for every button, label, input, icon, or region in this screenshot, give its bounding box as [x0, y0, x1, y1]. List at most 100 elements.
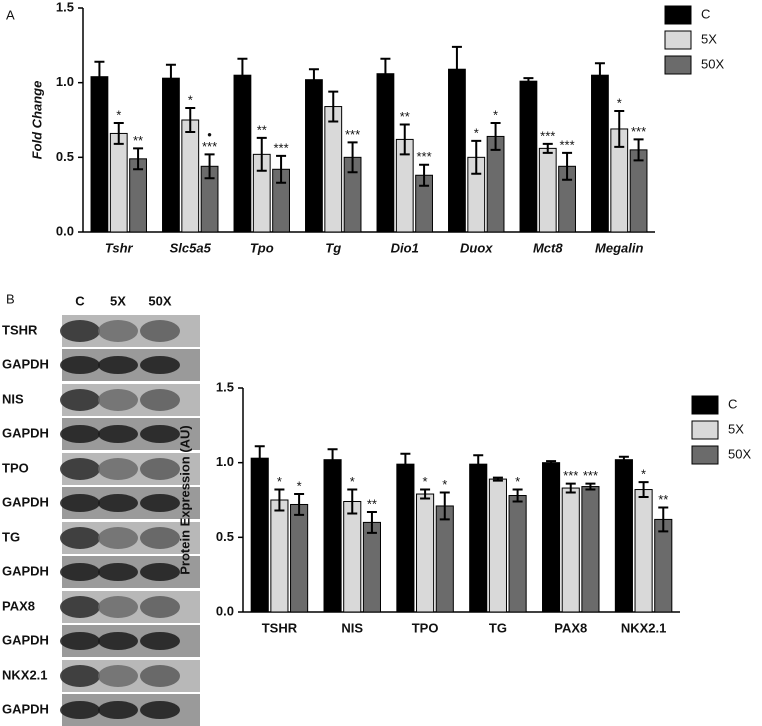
blot-band [98, 320, 138, 342]
blot-band [60, 632, 100, 650]
significance: *** [273, 140, 288, 155]
significance: *** [202, 139, 217, 154]
error-bar [113, 121, 124, 145]
blot-band [98, 494, 138, 512]
bar [488, 478, 507, 613]
blot-row-label: NIS [2, 391, 24, 406]
lane-label: 50X [148, 293, 171, 308]
panel-label: A [6, 7, 15, 22]
y-tick-label: 1.0 [56, 74, 74, 89]
blot-band [140, 563, 180, 581]
blot-row-label: TSHR [2, 322, 38, 337]
x-tick-label: Tpo [250, 240, 274, 255]
blot-band [140, 458, 180, 480]
error-bar [594, 62, 605, 89]
significance: ** [400, 109, 410, 124]
blot-row-label: GAPDH [2, 425, 49, 440]
x-tick-label: NIS [341, 620, 363, 635]
significance: *** [416, 149, 431, 164]
legend-swatch [664, 30, 692, 50]
blot-row-label: NKX2.1 [2, 667, 48, 682]
blot-band [60, 665, 100, 687]
x-tick-label: Dio1 [391, 240, 419, 255]
blot-band [60, 425, 100, 443]
y-tick-label: 0.5 [216, 529, 234, 544]
blot-band [60, 527, 100, 549]
blot-band [140, 494, 180, 512]
legend-swatch [691, 420, 719, 440]
blot-band [140, 596, 180, 618]
significance: * [641, 467, 646, 482]
bar [250, 457, 269, 613]
x-tick-label: TSHR [262, 620, 298, 635]
blot-band [60, 701, 100, 719]
blot-band [60, 389, 100, 411]
significance: ** [658, 492, 668, 507]
significance: ** [133, 133, 143, 148]
blot-band [140, 632, 180, 650]
bar [162, 77, 180, 233]
blot-band [60, 494, 100, 512]
lane-label: 5X [110, 293, 126, 308]
blot-band [98, 596, 138, 618]
error-bar [565, 482, 576, 494]
x-tick-label: Megalin [595, 240, 643, 255]
x-tick-label: Tg [325, 240, 341, 255]
error-bar [308, 68, 319, 92]
error-bar [347, 141, 358, 174]
error-bar [94, 60, 105, 93]
blot-row-label: GAPDH [2, 356, 49, 371]
error-bar [546, 460, 557, 466]
error-bar [490, 121, 501, 151]
legend-label: 5X [701, 31, 717, 46]
bar [343, 500, 362, 613]
error-bar [165, 63, 176, 93]
bar [233, 74, 252, 233]
error-bar [419, 163, 430, 187]
blot-band [98, 425, 138, 443]
error-bar [618, 455, 629, 464]
error-bar [633, 138, 644, 162]
blot-band [60, 320, 100, 342]
legend-label: 50X [728, 446, 751, 461]
bar [90, 76, 109, 233]
error-bar [492, 476, 503, 482]
blot-row-label: GAPDH [2, 494, 49, 509]
blot-band [60, 458, 100, 480]
significance: *** [583, 468, 598, 483]
error-bar [185, 107, 196, 133]
bar [519, 80, 538, 233]
significance: *** [559, 137, 574, 152]
error-bar [473, 454, 484, 475]
error-bar [562, 151, 573, 181]
significance: *** [631, 124, 646, 139]
bar [629, 149, 648, 233]
legend-label: C [728, 396, 737, 411]
y-tick-label: 0.0 [216, 603, 234, 618]
error-bar [254, 445, 265, 472]
error-bar [366, 510, 377, 534]
blot-band [140, 701, 180, 719]
legend-swatch [691, 395, 719, 415]
legend-swatch [691, 445, 719, 465]
y-tick-label: 1.0 [216, 454, 234, 469]
bar [538, 147, 557, 233]
bar [376, 73, 395, 233]
error-bar [638, 481, 649, 499]
blot-row-label: GAPDH [2, 632, 49, 647]
blot-band [140, 389, 180, 411]
error-bar [400, 452, 411, 476]
error-bar [133, 147, 144, 171]
error-bar [542, 142, 553, 154]
blot-band [98, 527, 138, 549]
blot-band [98, 356, 138, 374]
bar [634, 489, 653, 613]
error-bar [380, 57, 391, 90]
legend-label: 50X [701, 56, 724, 71]
blot-band [98, 458, 138, 480]
error-bar [328, 90, 339, 123]
bar [305, 79, 323, 233]
blot-band [98, 563, 138, 581]
bar [270, 499, 289, 613]
